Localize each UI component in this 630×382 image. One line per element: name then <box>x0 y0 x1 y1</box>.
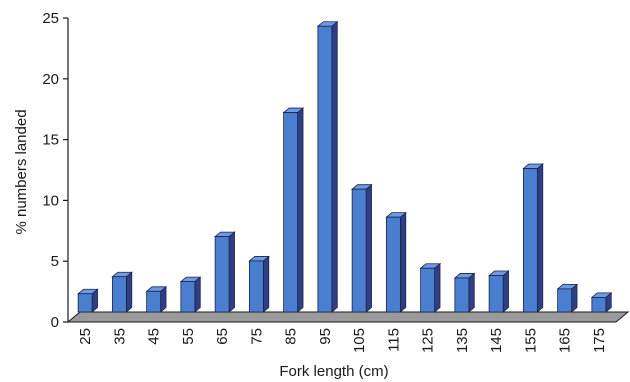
bar <box>453 272 476 313</box>
bar <box>316 20 339 313</box>
bar-front <box>522 168 538 313</box>
bar-side <box>297 107 304 313</box>
x-tick-label: 115 <box>385 328 402 352</box>
x-tick-label: 45 <box>146 328 163 345</box>
bar-front <box>317 25 333 313</box>
x-tick-label: 55 <box>180 328 197 345</box>
bar-side <box>502 270 509 313</box>
bar <box>145 285 168 313</box>
x-tick-label: 105 <box>351 328 368 353</box>
bar-front <box>385 216 401 313</box>
bar <box>385 211 407 313</box>
x-axis-ticks: 25 35 45 55 65 75 85 95 105 115 125 135 145 155 165 175 <box>77 328 608 353</box>
bar-front <box>488 275 504 313</box>
bar-front <box>591 297 607 313</box>
bar <box>556 283 579 313</box>
x-tick-label: 165 <box>557 328 574 353</box>
y-tick-label: 25 <box>42 10 59 27</box>
bar <box>248 255 270 313</box>
y-tick-label: 15 <box>42 132 59 149</box>
floor-plane <box>66 311 630 323</box>
bars <box>77 20 613 313</box>
bar-front <box>351 188 367 313</box>
x-tick-label: 125 <box>420 328 437 353</box>
x-tick-label: 65 <box>214 328 231 345</box>
bar-side <box>536 163 544 313</box>
y-tick-label: 10 <box>42 192 59 209</box>
bar-side <box>468 272 475 313</box>
bar-side <box>228 231 235 313</box>
bar-side <box>331 20 338 313</box>
bar <box>522 163 544 313</box>
x-tick-label: 145 <box>488 328 505 353</box>
x-tick-label: 175 <box>591 328 608 353</box>
bar-side <box>262 255 270 313</box>
y-axis: 0 5 10 15 20 25 <box>42 10 69 331</box>
x-tick-label: 75 <box>248 328 265 345</box>
x-tick-label: 155 <box>522 328 539 353</box>
y-axis-title: % numbers landed <box>13 109 30 234</box>
bar-front <box>420 267 436 313</box>
bar-side <box>194 276 201 313</box>
bar-front <box>248 260 264 313</box>
bar-side <box>125 271 133 313</box>
x-tick-label: 25 <box>77 328 94 345</box>
x-tick-label: 35 <box>111 328 128 345</box>
bar <box>590 292 613 313</box>
bar-side <box>399 211 407 313</box>
y-tick-label: 0 <box>51 314 59 331</box>
bar-front <box>557 288 573 313</box>
bar <box>282 107 305 313</box>
bar <box>488 270 510 313</box>
x-tick-label: 85 <box>283 328 300 345</box>
bar <box>111 271 133 313</box>
x-tick-label: 135 <box>454 328 471 353</box>
bar-front <box>454 277 470 313</box>
x-tick-label: 95 <box>317 328 334 345</box>
bar-front <box>111 276 127 313</box>
bar-front <box>77 293 93 313</box>
bar-side <box>365 183 372 313</box>
y-tick-label: 5 <box>51 253 59 270</box>
bar <box>179 276 202 313</box>
bar <box>351 183 373 313</box>
bar-side <box>434 262 441 313</box>
bar-front <box>180 281 196 313</box>
x-axis-title: Fork length (cm) <box>279 363 388 380</box>
chart-floor <box>66 311 630 323</box>
bar <box>419 262 442 313</box>
bar <box>77 288 99 313</box>
bar-front <box>283 112 299 313</box>
bar <box>214 231 236 313</box>
bar-front <box>214 236 230 313</box>
bar-front <box>146 290 162 313</box>
y-tick-label: 20 <box>42 71 59 88</box>
